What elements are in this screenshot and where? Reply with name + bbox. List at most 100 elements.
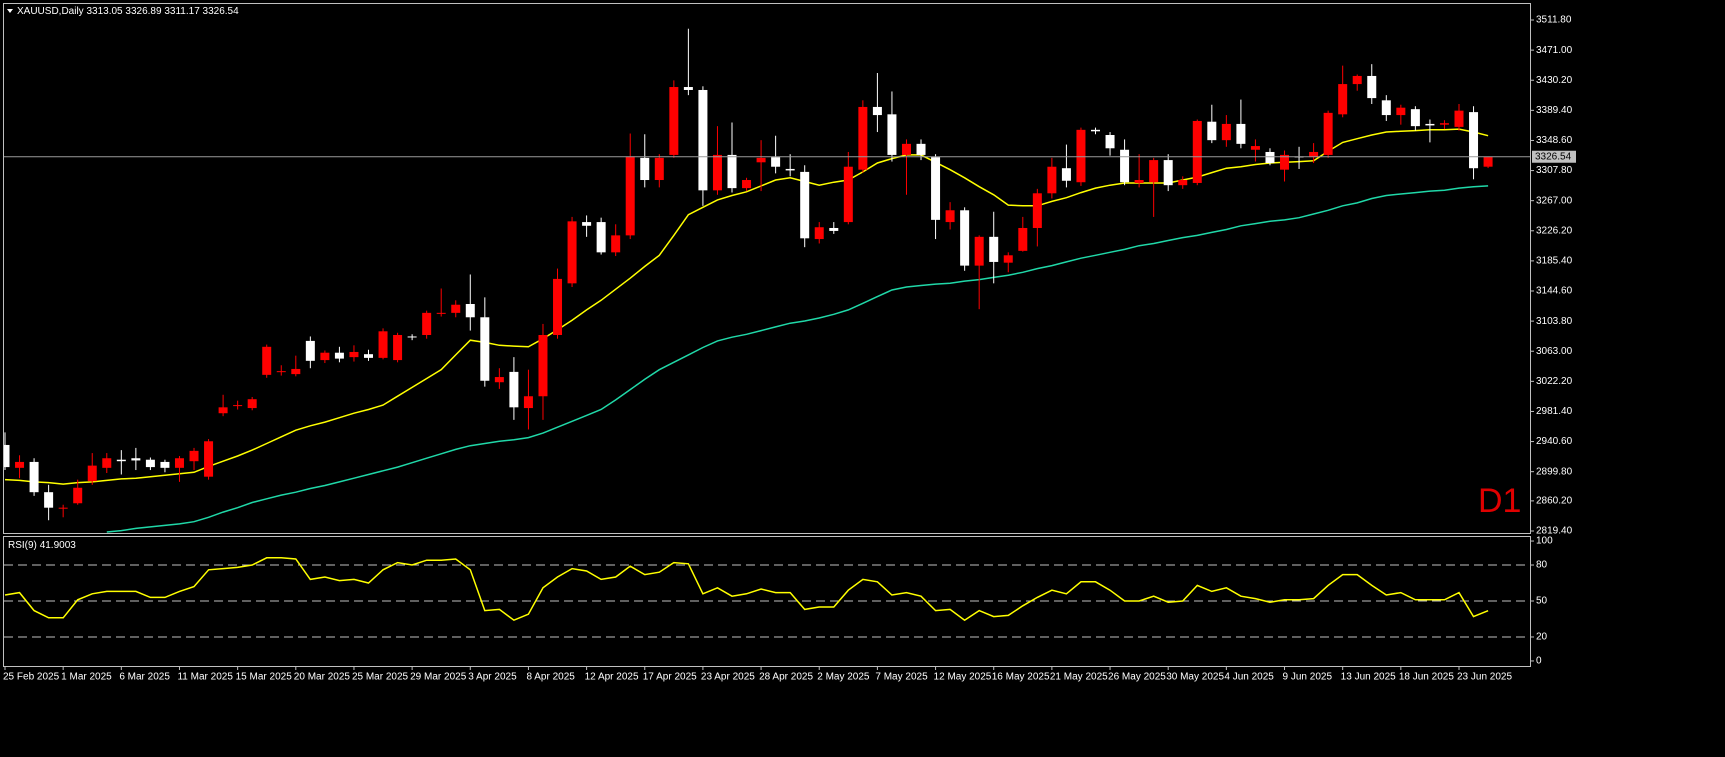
y-tick-label: 3226.20	[1536, 225, 1573, 236]
candle-body	[1280, 154, 1290, 170]
candle-body	[58, 507, 68, 509]
candle-body	[771, 157, 781, 167]
ohlc-high: 3326.89	[125, 6, 162, 17]
y-tick-label: 3511.80	[1536, 15, 1572, 26]
candle-body	[436, 312, 446, 314]
candle-body	[1018, 227, 1028, 251]
rsi-header: RSI(9) 41.9003	[8, 540, 76, 551]
candle-body	[785, 168, 795, 171]
y-tick-label: 80	[1536, 560, 1548, 571]
y-tick-label: 20	[1536, 632, 1548, 643]
moving-average-line	[106, 185, 1489, 533]
candle-body	[683, 87, 693, 90]
x-tick-label: 2 May 2025	[817, 672, 870, 683]
candle-body	[87, 465, 97, 482]
y-tick-label: 3307.80	[1536, 165, 1573, 176]
symbol-title: XAUUSD,Daily	[17, 6, 84, 17]
candle-body	[451, 304, 461, 313]
candle-body	[698, 89, 708, 191]
x-tick-label: 30 May 2025	[1166, 672, 1224, 683]
candle-body	[174, 458, 184, 468]
x-tick-label: 29 Mar 2025	[410, 672, 467, 683]
y-tick-label: 2819.40	[1536, 526, 1573, 537]
candle-body	[1309, 151, 1319, 158]
x-tick-label: 26 May 2025	[1108, 672, 1166, 683]
y-tick-label: 3348.60	[1536, 135, 1573, 146]
x-tick-label: 16 May 2025	[992, 672, 1050, 683]
candle-body	[567, 221, 577, 284]
y-tick-label: 3430.20	[1536, 75, 1573, 86]
candle-body	[131, 458, 141, 461]
main-panel-frame	[3, 3, 1531, 534]
candle-body	[611, 235, 621, 253]
candle-body	[582, 222, 592, 226]
candle-body	[887, 114, 897, 155]
candle-body	[1410, 109, 1420, 127]
menu-arrow	[7, 9, 13, 13]
current-price-label: 3326.54	[1535, 151, 1572, 162]
y-tick-label: 3022.20	[1536, 376, 1573, 387]
y-tick-label: 50	[1536, 596, 1548, 607]
chart-header: XAUUSD,Daily 3313.05 3326.89 3311.17 332…	[17, 6, 239, 17]
candle-body	[1192, 120, 1202, 183]
x-tick-label: 25 Mar 2025	[352, 672, 409, 683]
candle-body	[945, 210, 955, 223]
candle-body	[1105, 134, 1115, 149]
x-tick-label: 13 Jun 2025	[1341, 672, 1396, 683]
candle-body	[15, 461, 25, 468]
current-price-box	[1532, 150, 1576, 163]
candle-body	[1207, 121, 1217, 141]
candle-body	[640, 157, 650, 181]
candle-body	[1250, 146, 1260, 150]
candle-body	[712, 154, 722, 191]
candle-body	[1149, 160, 1159, 183]
x-tick-label: 7 May 2025	[875, 672, 928, 683]
candle-body	[523, 396, 533, 409]
candle-body	[1032, 193, 1042, 228]
y-tick-label: 0	[1536, 656, 1542, 667]
rsi-last: 41.9003	[40, 540, 77, 551]
axes: 3511.80 3471.00 3430.20 3389.40 3348.60 3307.…	[3, 15, 1576, 683]
moving-average-line	[4, 128, 1489, 485]
candle-body	[974, 236, 984, 266]
candle-body	[509, 371, 519, 408]
candle-body	[1323, 112, 1333, 155]
x-tick-label: 8 Apr 2025	[526, 672, 575, 683]
candle-body	[1367, 75, 1377, 99]
candle-body	[393, 334, 403, 361]
candle-body	[1076, 129, 1086, 183]
candle-body	[669, 87, 679, 155]
x-tick-label: 23 Apr 2025	[701, 672, 755, 683]
candle-body	[872, 106, 882, 116]
candle-body	[843, 166, 853, 223]
candle-body	[742, 180, 752, 189]
candle-body	[1091, 129, 1100, 132]
candle-body	[1120, 149, 1130, 183]
candle-body	[334, 352, 344, 359]
y-tick-label: 2899.80	[1536, 466, 1573, 477]
candle-body	[1178, 180, 1188, 186]
y-tick-label: 3267.00	[1536, 195, 1573, 206]
candle-body	[989, 236, 999, 262]
candle-body	[291, 368, 301, 375]
candle-body	[204, 441, 214, 477]
x-tick-label: 17 Apr 2025	[643, 672, 697, 683]
candle-body	[262, 346, 272, 375]
candle-body	[1163, 160, 1173, 186]
x-tick-label: 11 Mar 2025	[177, 672, 233, 683]
timeframe-annotation: D1	[1478, 482, 1521, 520]
candle-body	[1338, 84, 1348, 115]
x-tick-label: 15 Mar 2025	[236, 672, 293, 683]
candle-body	[538, 334, 548, 397]
candle-body	[465, 303, 475, 318]
candle-body	[29, 461, 39, 493]
x-tick-label: 20 Mar 2025	[294, 672, 351, 683]
rsi-plot	[4, 557, 1530, 638]
candle-body	[1381, 100, 1391, 116]
candle-body	[814, 227, 824, 240]
candle-body	[553, 278, 563, 335]
candle-body	[1236, 123, 1246, 144]
x-tick-label: 1 Mar 2025	[61, 672, 112, 683]
candle-body	[858, 106, 868, 170]
